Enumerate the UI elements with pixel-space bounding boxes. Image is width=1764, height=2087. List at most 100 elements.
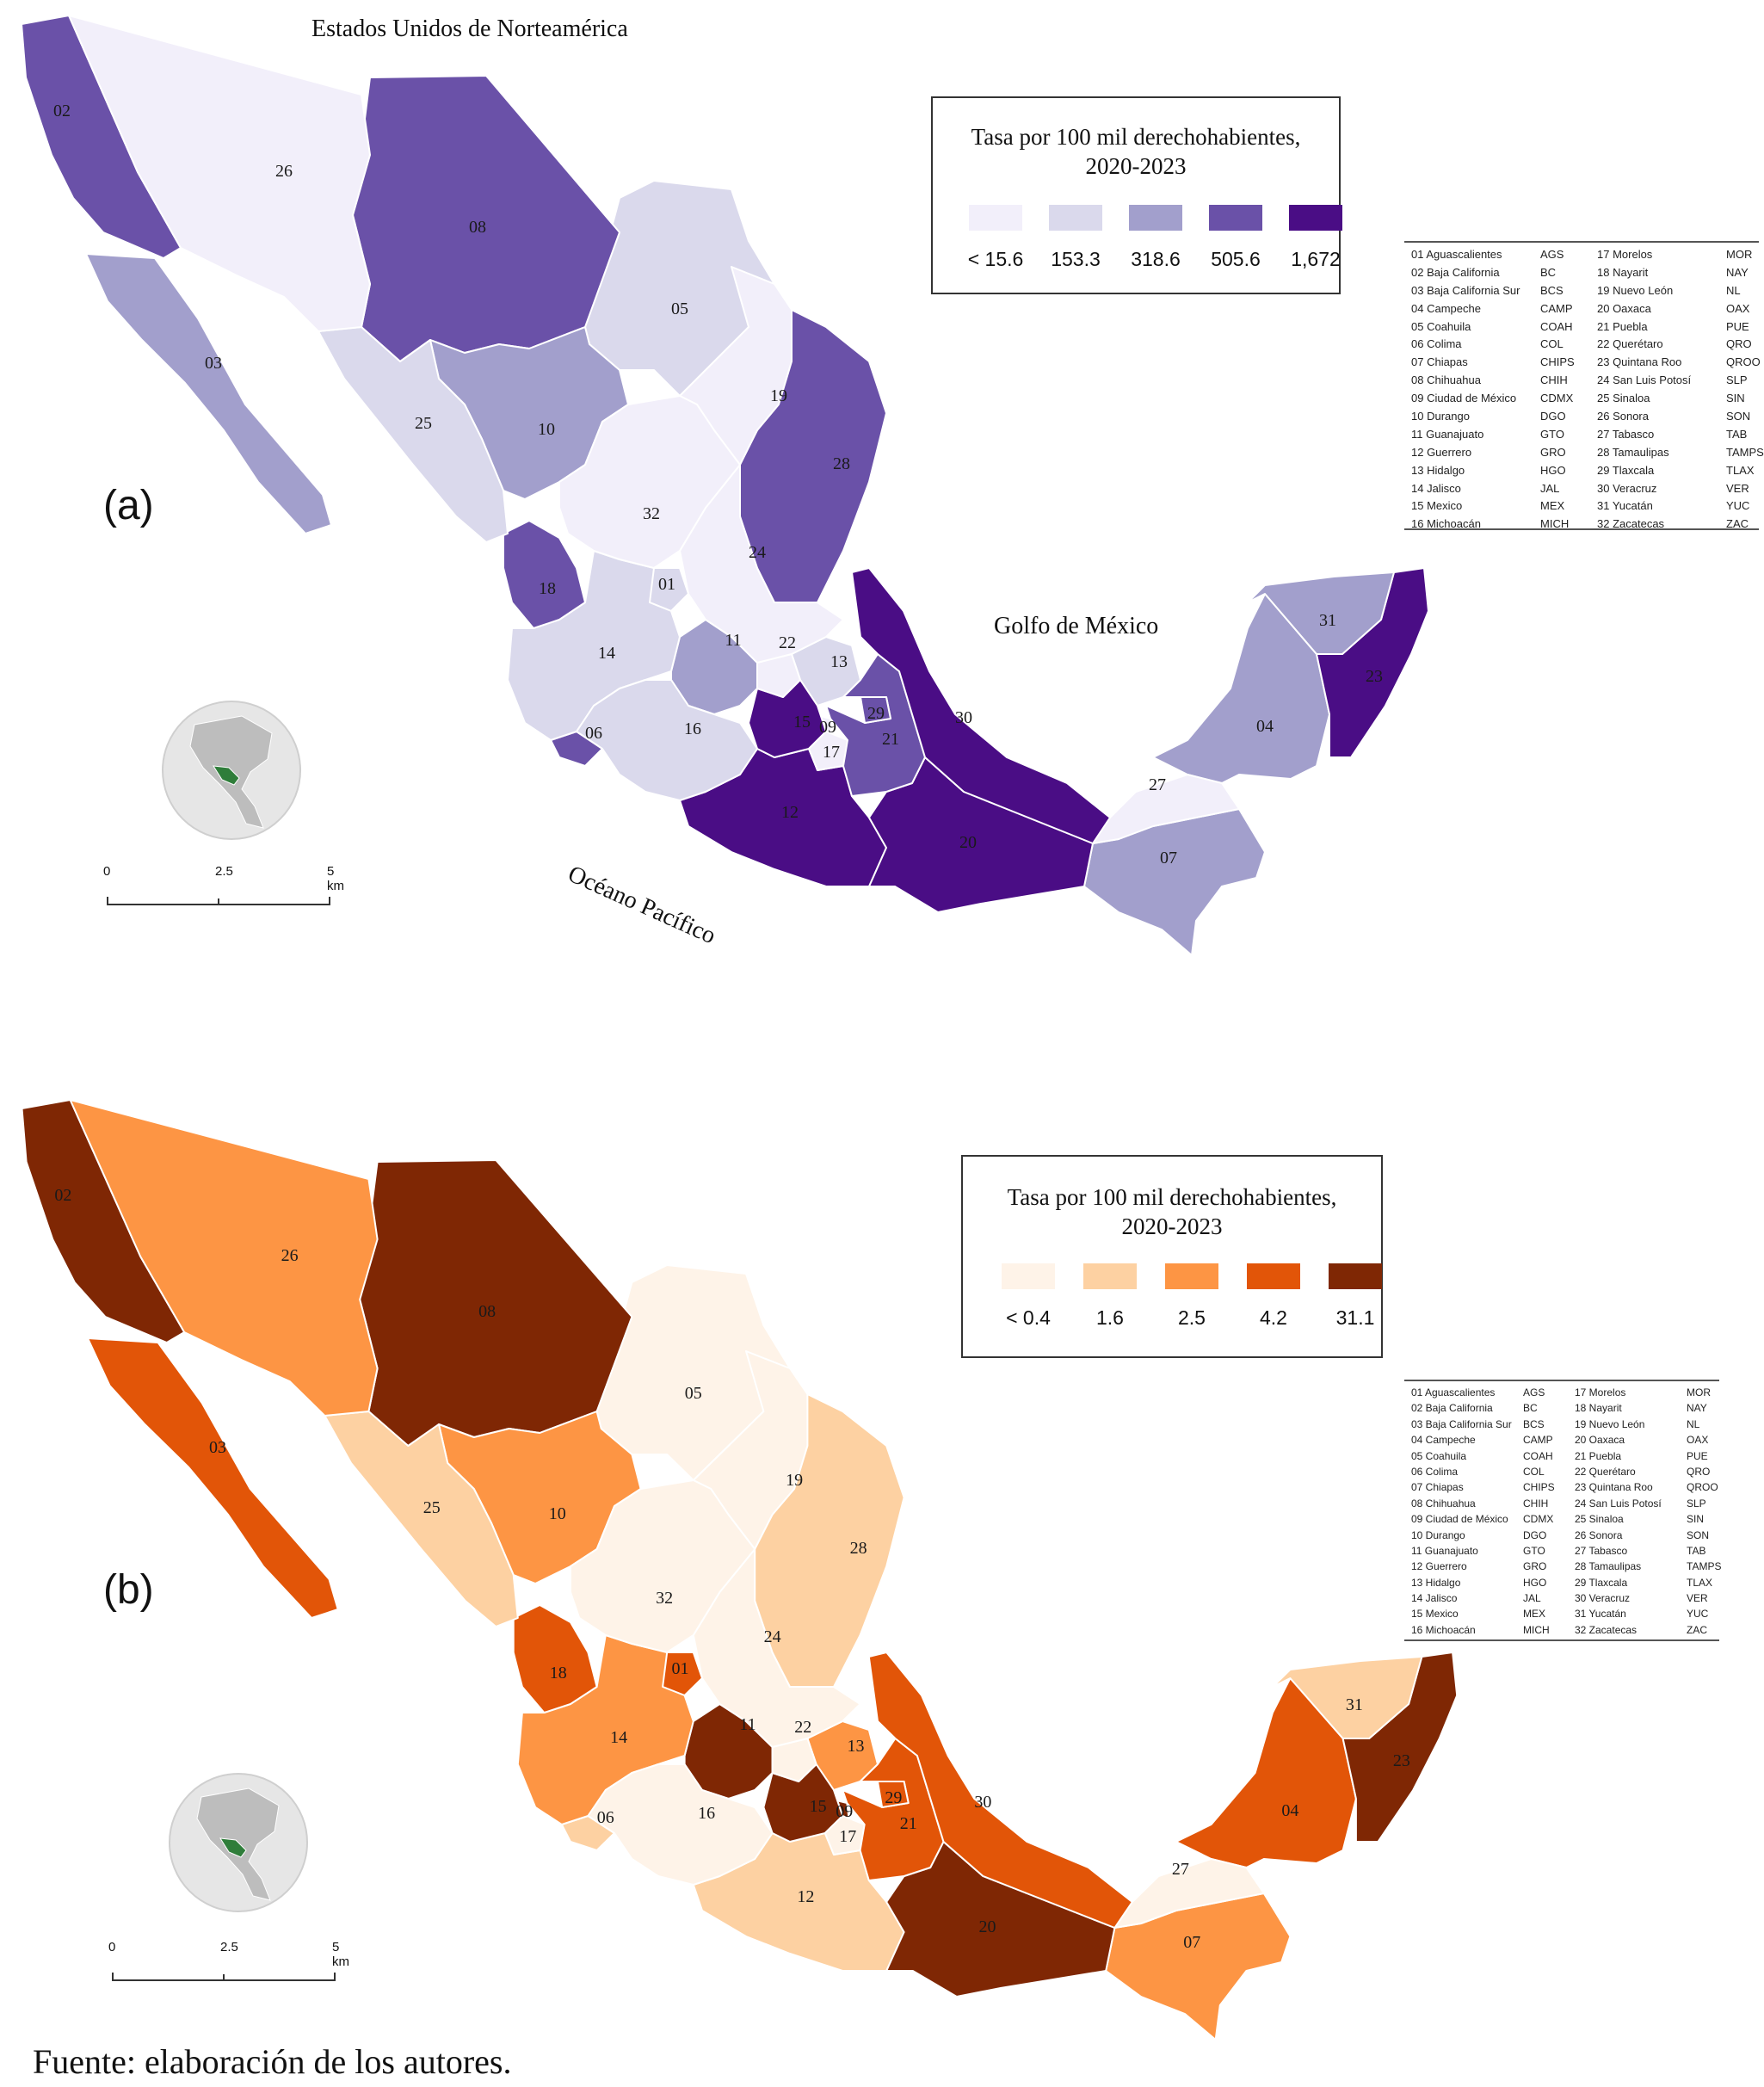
state-table-abbr: CDMX — [1523, 1513, 1554, 1526]
legend-swatch-3 — [1129, 205, 1182, 231]
state-table-name: 11 Guanajuato — [1411, 427, 1484, 441]
scale-bar-midtick — [218, 898, 219, 905]
legend-a: Tasa por 100 mil derechohabientes, 2020-… — [931, 96, 1342, 294]
legend-value-2: 1.6 — [1096, 1306, 1124, 1329]
state-table-abbr: SON — [1726, 410, 1751, 423]
state-table-abbr: ZAC — [1726, 517, 1749, 531]
state-table-abbr: CAMP — [1523, 1434, 1553, 1447]
state-table-abbr: HGO — [1523, 1576, 1547, 1589]
globe-locator-a — [160, 699, 303, 846]
state-table-name: 10 Durango — [1411, 1528, 1465, 1541]
state-table-abbr: BC — [1540, 265, 1557, 279]
state-table-name: 24 San Luis Potosí — [1597, 374, 1692, 387]
state-table-name: 12 Guerrero — [1411, 1560, 1467, 1573]
state-table-abbr: MICH — [1540, 517, 1570, 531]
state-number-01: 01 — [658, 575, 675, 594]
state-number-04: 04 — [1256, 717, 1274, 736]
state-table-abbr: DGO — [1540, 410, 1566, 423]
legend-swatch-3 — [1165, 1263, 1218, 1289]
state-table-abbr: BCS — [1523, 1417, 1545, 1430]
state-table-abbr: SLP — [1726, 374, 1748, 387]
legend-value-5: 1,672 — [1291, 248, 1341, 270]
state-table-abbr: SIN — [1726, 392, 1745, 405]
usa-label: Estados Unidos de Norteamérica — [311, 15, 628, 42]
state-table-name: 20 Oaxaca — [1575, 1434, 1625, 1447]
state-table-name: 09 Ciudad de México — [1411, 392, 1517, 405]
state-table-name: 17 Morelos — [1575, 1386, 1626, 1399]
state-region-27 — [1113, 1858, 1265, 1929]
state-number-18: 18 — [550, 1664, 567, 1683]
globe-icon — [169, 1773, 308, 1912]
state-region-28 — [754, 1393, 905, 1688]
state-table-abbr: NAY — [1687, 1402, 1707, 1415]
gulf-label: Golfo de México — [994, 613, 1159, 639]
state-table-name: 17 Morelos — [1597, 248, 1653, 261]
map-panel-a: 01 02 03 04 05 06 07 08 09 10 11 12 13 14 15 16 17 18 19 20… — [0, 0, 1764, 964]
state-region-26 — [68, 15, 371, 332]
legend-value-5: 31.1 — [1335, 1306, 1375, 1329]
state-table-name: 23 Quintana Roo — [1575, 1481, 1653, 1494]
state-region-31 — [1272, 1656, 1423, 1739]
state-number-19: 19 — [770, 386, 787, 405]
state-number-01: 01 — [672, 1659, 689, 1678]
state-table-name: 19 Nuevo León — [1575, 1417, 1645, 1430]
state-table-name: 22 Querétaro — [1597, 337, 1663, 351]
legend-title-b-line1: Tasa por 100 mil derechohabientes, — [1007, 1184, 1337, 1210]
state-table-abbr: COAH — [1540, 319, 1573, 333]
state-number-20: 20 — [959, 833, 977, 852]
state-table-name: 14 Jalisco — [1411, 481, 1461, 495]
state-table-abbr: YUC — [1687, 1608, 1709, 1621]
state-code-table-a: 01 Aguascalientes AGS 02 Baja California BC… — [1404, 241, 1764, 530]
scale-tick-label: 2.5 — [215, 864, 233, 879]
state-table-name: 30 Veracruz — [1597, 481, 1657, 495]
state-table-abbr: TAMPS — [1726, 445, 1764, 459]
state-table-abbr: CDMX — [1540, 392, 1574, 405]
state-table-name: 28 Tamaulipas — [1575, 1560, 1642, 1573]
legend-swatch-2 — [1083, 1263, 1137, 1289]
map-panel-b: 01 02 03 04 05 06 07 08 09 10 11 12 13 14 15 16 17 18 19 20… — [0, 1050, 1764, 2040]
state-table-abbr: OAX — [1687, 1434, 1709, 1447]
state-table-abbr: MEX — [1523, 1608, 1546, 1621]
state-number-18: 18 — [539, 579, 556, 598]
state-table-abbr: QROO — [1726, 355, 1761, 369]
state-table-abbr: QRO — [1726, 337, 1752, 351]
state-table-abbr: COL — [1523, 1465, 1545, 1478]
state-number-12: 12 — [781, 803, 799, 822]
state-table-name: 31 Yucatán — [1597, 499, 1653, 513]
state-table-name: 21 Puebla — [1597, 319, 1648, 333]
state-region-18 — [512, 1604, 598, 1713]
state-number-20: 20 — [979, 1917, 996, 1936]
state-table-abbr: COAH — [1523, 1449, 1553, 1462]
state-table-abbr: CHIPS — [1523, 1481, 1555, 1494]
state-table-abbr: QROO — [1687, 1481, 1718, 1494]
state-table-name: 31 Yucatán — [1575, 1608, 1626, 1621]
globe-icon — [162, 701, 301, 840]
state-table-abbr: COL — [1540, 337, 1564, 351]
state-region-08 — [359, 1159, 633, 1447]
state-table-name: 04 Campeche — [1411, 301, 1481, 315]
state-table-abbr: JAL — [1523, 1592, 1541, 1605]
state-number-02: 02 — [53, 102, 71, 120]
state-number-21: 21 — [900, 1814, 917, 1833]
state-table-abbr: MICH — [1523, 1623, 1550, 1636]
state-table-abbr: MOR — [1687, 1386, 1711, 1399]
state-table-name: 32 Zacatecas — [1575, 1623, 1638, 1636]
state-region-16 — [576, 679, 758, 801]
state-number-05: 05 — [671, 299, 688, 318]
state-table-abbr: GRO — [1523, 1560, 1547, 1573]
state-table-abbr: CHIH — [1540, 374, 1568, 387]
state-table-name: 29 Tlaxcala — [1575, 1576, 1628, 1589]
legend-swatch-5 — [1329, 1263, 1382, 1289]
state-region-26 — [69, 1099, 379, 1417]
state-number-32: 32 — [656, 1589, 673, 1608]
globe-locator-b — [167, 1771, 310, 1918]
state-table-abbr: OAX — [1726, 301, 1750, 315]
state-table-name: 13 Hidalgo — [1411, 1576, 1461, 1589]
state-table-name: 25 Sinaloa — [1575, 1513, 1624, 1526]
state-table-name: 24 San Luis Potosí — [1575, 1497, 1662, 1510]
state-table-name: 29 Tlaxcala — [1597, 463, 1655, 477]
state-number-12: 12 — [797, 1887, 814, 1906]
state-table-name: 15 Mexico — [1411, 1608, 1459, 1621]
state-number-32: 32 — [643, 504, 660, 523]
state-number-15: 15 — [793, 713, 811, 732]
